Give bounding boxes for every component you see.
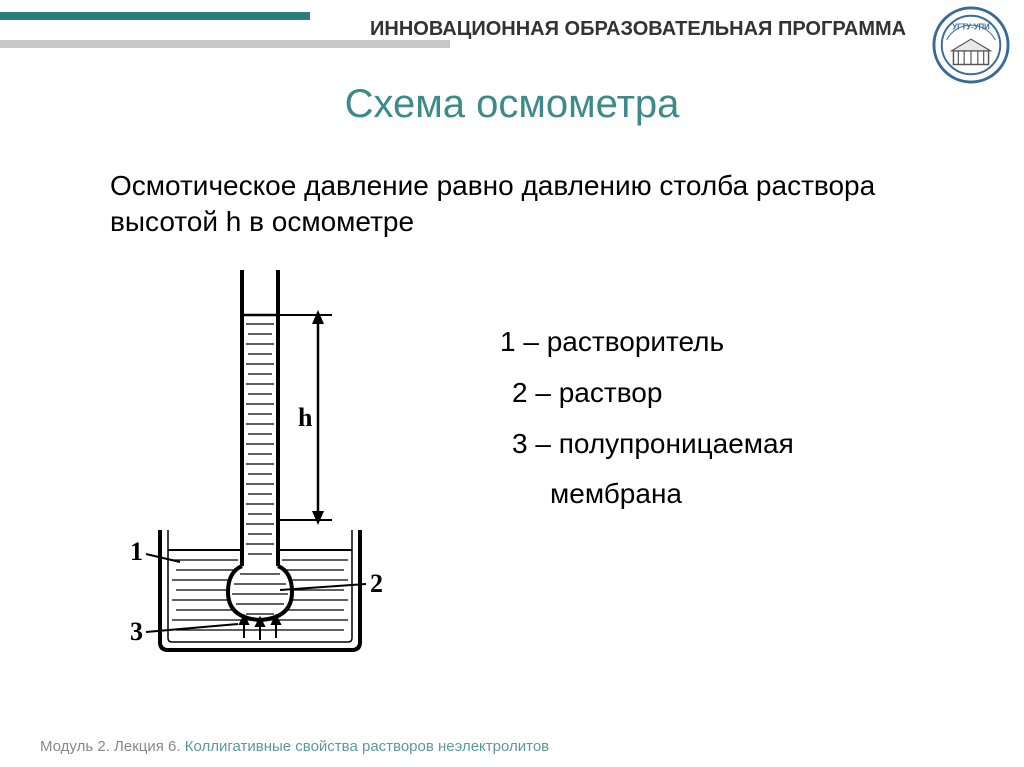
legend-item-2: 2 – раствор — [500, 371, 794, 416]
header-accent-teal — [0, 12, 310, 20]
slide-title: Схема осмометра — [0, 82, 1024, 127]
callout-3: 3 — [130, 617, 143, 646]
logo-text: УГТУ-УПИ — [952, 22, 990, 31]
diagram-legend: 1 – растворитель 2 – раствор 3 – полупро… — [500, 320, 794, 523]
university-logo: УГТУ-УПИ — [932, 6, 1010, 84]
legend-item-1: 1 – растворитель — [500, 320, 794, 365]
header: ИННОВАЦИОННАЯ ОБРАЗОВАТЕЛЬНАЯ ПРОГРАММА … — [0, 0, 1024, 60]
footer-topic: Коллигативные свойства растворов неэлект… — [185, 738, 549, 755]
legend-label-2: раствор — [559, 377, 663, 408]
legend-num-2: 2 — [512, 377, 528, 408]
legend-num-1: 1 — [500, 326, 516, 357]
callout-1: 1 — [130, 537, 143, 566]
footer-module: Модуль 2. Лекция 6. — [40, 738, 181, 755]
header-accent-gray — [0, 40, 450, 48]
legend-num-3: 3 — [512, 428, 528, 459]
slide-description: Осмотическое давление равно давлению сто… — [110, 168, 910, 241]
slide-footer: Модуль 2. Лекция 6. Коллигативные свойст… — [40, 738, 549, 755]
osmometer-diagram: h 1 2 3 — [120, 260, 400, 670]
legend-label-3: полупроницаемая — [559, 428, 794, 459]
h-label: h — [298, 403, 313, 432]
legend-label-1: растворитель — [547, 326, 724, 357]
legend-item-3-line2: мембрана — [500, 472, 794, 517]
header-program-text: ИННОВАЦИОННАЯ ОБРАЗОВАТЕЛЬНАЯ ПРОГРАММА — [370, 18, 906, 41]
legend-item-3: 3 – полупроницаемая — [500, 422, 794, 467]
callout-2: 2 — [370, 569, 383, 598]
